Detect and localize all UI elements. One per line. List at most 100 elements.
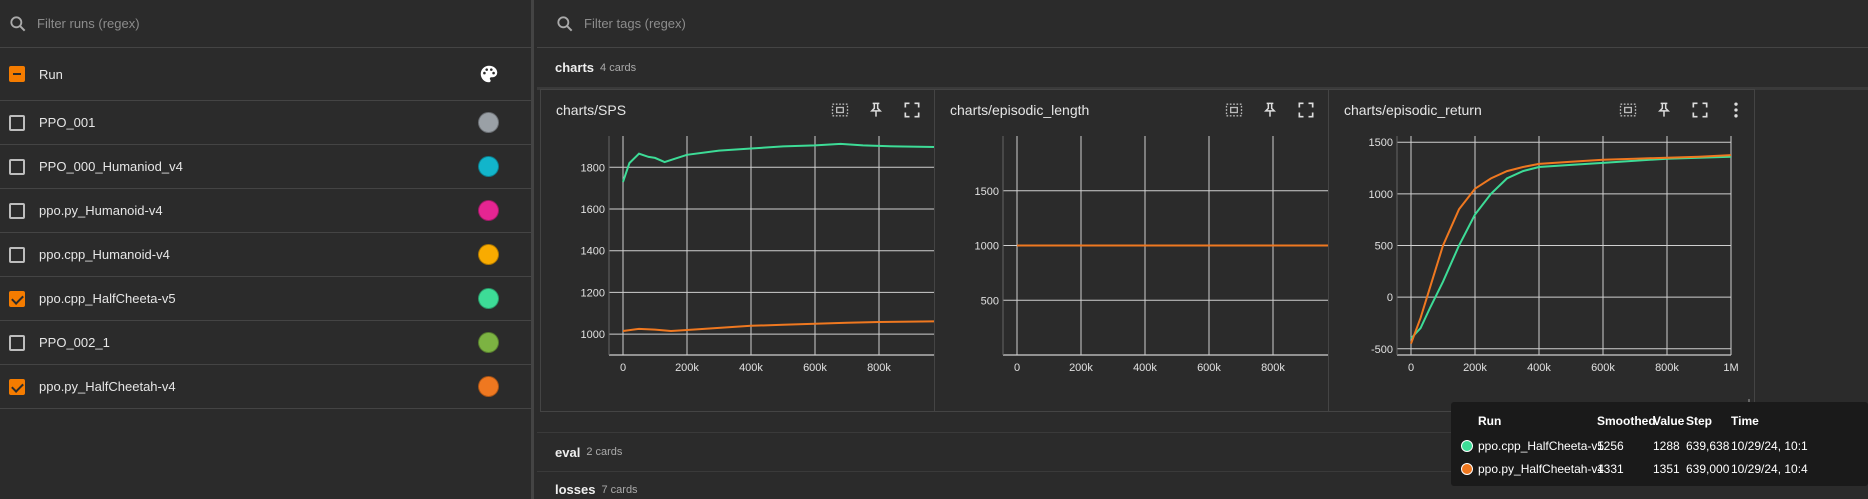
run-label: PPO_000_Humaniod_v4 [39, 159, 183, 174]
section-title: eval [555, 444, 581, 460]
section-eval-header[interactable]: eval 2 cards [537, 432, 1868, 472]
chart-card: charts/episodic_return 0 200k 400k 600k 800k 1… [1328, 89, 1755, 412]
fit-data-icon[interactable] [1224, 100, 1244, 120]
tooltip-row-swatch [1461, 463, 1473, 475]
pin-icon[interactable] [1654, 100, 1674, 120]
x-tick-label: 200k [1463, 362, 1487, 374]
tooltip-header-run: Run [1478, 414, 1502, 428]
palette-icon[interactable] [478, 63, 500, 85]
series-line [1410, 155, 1732, 340]
chart-plot[interactable]: 0 200k 400k 600k 800k 1M -500 0 500 1000 1500 [1329, 126, 1749, 396]
x-tick-label: 200k [1069, 362, 1093, 374]
pin-icon[interactable] [866, 100, 886, 120]
y-tick-label: 1600 [581, 204, 605, 216]
y-tick-label: 1500 [1369, 137, 1393, 149]
run-row[interactable]: ppo.py_Humanoid-v4 [0, 189, 531, 233]
x-tick-label: 400k [739, 362, 763, 374]
chart-plot[interactable]: 0200k400k600k800k1M50010001500 [935, 126, 1355, 396]
x-tick-label: 800k [1261, 362, 1285, 374]
y-tick-label: 1200 [581, 287, 605, 299]
run-color-swatch[interactable] [478, 156, 499, 177]
y-tick-label: 1000 [1369, 189, 1393, 201]
run-checkbox[interactable] [9, 114, 25, 131]
run-label: PPO_002_1 [39, 335, 110, 350]
series-line [622, 320, 944, 333]
x-tick-label: 0 [1408, 362, 1414, 374]
x-tick-label: 1M [1723, 362, 1738, 374]
section-count: 4 cards [600, 61, 637, 74]
x-tick-label: 200k [675, 362, 699, 374]
x-tick-label: 600k [1197, 362, 1221, 374]
fit-data-icon[interactable] [1618, 100, 1638, 120]
series-line [1410, 154, 1732, 344]
run-checkbox[interactable] [9, 246, 25, 263]
run-label: ppo.py_HalfCheetah-v4 [39, 379, 176, 394]
section-charts-header[interactable]: charts 4 cards [537, 48, 1868, 90]
y-tick-label: 500 [1375, 241, 1393, 253]
fullscreen-icon[interactable] [1690, 100, 1710, 120]
card-title: charts/episodic_length [950, 102, 1090, 118]
x-tick-label: 0 [1014, 362, 1020, 374]
tooltip-time: 10/29/24, 10:4 [1731, 462, 1808, 476]
tooltip-value: 1351 [1653, 462, 1680, 476]
runs-header-label: Run [39, 66, 63, 82]
main-panel: charts 4 cards charts/SPS 0 200k 400k 600k 80… [537, 0, 1868, 499]
tooltip-smoothed: 1331 [1597, 462, 1624, 476]
run-color-swatch[interactable] [478, 332, 499, 353]
y-tick-label: 0 [1387, 292, 1393, 304]
runs-filter-input[interactable] [37, 16, 457, 31]
run-row[interactable]: ppo.py_HalfCheetah-v4 [0, 365, 531, 409]
run-checkbox[interactable] [9, 290, 25, 307]
tooltip-run: ppo.cpp_HalfCheeta-v5 [1478, 439, 1605, 453]
section-title: losses [555, 482, 596, 497]
chart-card: charts/SPS0200k400k600k800k1M10001200140… [540, 89, 967, 412]
y-tick-label: 1000 [581, 329, 605, 341]
chart-plot[interactable]: 0200k400k600k800k1M10001200140016001800 [541, 126, 961, 396]
run-row[interactable]: ppo.cpp_Humanoid-v4 [0, 233, 531, 277]
series-line [622, 142, 944, 183]
run-color-swatch[interactable] [478, 200, 499, 221]
run-color-swatch[interactable] [478, 244, 499, 265]
x-tick-label: 600k [1591, 362, 1615, 374]
run-checkbox[interactable] [9, 378, 25, 395]
run-row[interactable]: PPO_000_Humaniod_v4 [0, 145, 531, 189]
run-checkbox[interactable] [9, 158, 25, 175]
fullscreen-icon[interactable] [1296, 100, 1316, 120]
tooltip-header-time: Time [1731, 414, 1759, 428]
tooltip-smoothed: 1256 [1597, 439, 1624, 453]
y-tick-label: 500 [981, 295, 999, 307]
runs-filter-row [0, 0, 531, 48]
run-row[interactable]: PPO_001 [0, 101, 531, 145]
x-tick-label: 400k [1133, 362, 1157, 374]
y-tick-label: -500 [1371, 344, 1393, 356]
card-title: charts/episodic_return [1344, 102, 1482, 118]
section-losses-header[interactable]: losses 7 cards [537, 480, 1868, 499]
run-color-swatch[interactable] [478, 112, 499, 133]
tooltip-run: ppo.py_HalfCheetah-v4 [1478, 462, 1605, 476]
select-all-checkbox[interactable] [9, 66, 25, 82]
run-label: ppo.py_Humanoid-v4 [39, 203, 163, 218]
fit-data-icon[interactable] [830, 100, 850, 120]
run-row[interactable]: ppo.cpp_HalfCheeta-v5 [0, 277, 531, 321]
search-icon [10, 15, 26, 31]
run-checkbox[interactable] [9, 334, 25, 351]
fullscreen-icon[interactable] [902, 100, 922, 120]
tooltip-header-smoothed: Smoothed [1597, 414, 1656, 428]
run-checkbox[interactable] [9, 202, 25, 219]
y-tick-label: 1000 [975, 241, 999, 253]
tooltip-row-swatch [1461, 440, 1473, 452]
x-tick-label: 800k [1655, 362, 1679, 374]
tags-filter-input[interactable] [584, 16, 1004, 31]
run-label: ppo.cpp_Humanoid-v4 [39, 247, 170, 262]
pin-icon[interactable] [1260, 100, 1280, 120]
tooltip-time: 10/29/24, 10:1 [1731, 439, 1808, 453]
x-tick-label: 0 [620, 362, 626, 374]
run-color-swatch[interactable] [478, 288, 499, 309]
section-title: charts [555, 60, 595, 75]
run-color-swatch[interactable] [478, 376, 499, 397]
run-row[interactable]: PPO_002_1 [0, 321, 531, 365]
section-count: 2 cards [586, 446, 623, 458]
y-tick-label: 1400 [581, 246, 605, 258]
runs-sidebar: Run PPO_001 PPO_000_Humaniod_v4 ppo.py_Hum… [0, 0, 534, 499]
more-vert-icon[interactable] [1726, 100, 1746, 120]
